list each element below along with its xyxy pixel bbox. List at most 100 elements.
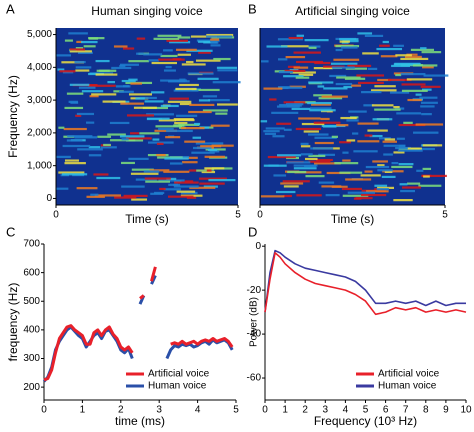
x-tick-label: 6 — [383, 405, 389, 416]
spectrogram-streak — [165, 136, 181, 139]
spectrogram-streak — [271, 111, 299, 114]
spectrogram-streak — [186, 49, 213, 52]
spectrogram-streak — [68, 32, 88, 35]
spectrogram-streak — [144, 177, 171, 180]
spectrogram-streak — [152, 138, 160, 141]
spectrogram-streak — [393, 151, 405, 154]
spectrogram-streak — [177, 36, 191, 39]
spectrogram-streak — [374, 85, 396, 88]
spectrogram-streak — [406, 53, 418, 56]
spectrogram-streak — [335, 82, 353, 86]
spectrogram-streak — [335, 48, 343, 52]
spectrogram-streak — [120, 102, 144, 105]
spectrogram-streak — [212, 81, 241, 84]
y-axis-label: Power (dB) — [249, 297, 260, 347]
spectrogram-streak — [391, 165, 413, 169]
spectrogram-streak — [74, 60, 86, 64]
spectrogram-streak — [74, 136, 98, 139]
spectrogram-streak — [202, 109, 228, 112]
spectrogram-streak — [358, 81, 384, 85]
spectrogram-streak — [128, 93, 152, 96]
spectrogram-streak — [131, 198, 148, 201]
x-tick-label: 5 — [235, 210, 241, 221]
spectrogram-streak — [180, 127, 205, 130]
spectrogram-streak — [119, 65, 126, 68]
spectrogram-streak — [323, 125, 337, 128]
spectrogram-streak — [121, 138, 129, 141]
spectrogram-streak — [173, 185, 199, 188]
spectrogram-streak — [393, 105, 400, 109]
spectrogram-streak — [400, 57, 429, 61]
spectrogram-streak — [379, 44, 390, 47]
spectrogram-streak — [203, 41, 218, 44]
spectrogram-streak — [63, 127, 87, 131]
spectrogram-streak — [173, 124, 185, 127]
spectrogram-streak — [377, 186, 395, 189]
x-axis-label: Time (s) — [331, 212, 375, 226]
spectrogram-streak — [263, 164, 287, 167]
spectrogram-streak — [130, 82, 142, 85]
panel-title: Artificial singing voice — [295, 4, 410, 18]
spectrogram-streak — [69, 48, 86, 51]
spectrogram-streak — [176, 190, 196, 193]
spectrogram-streak — [384, 138, 396, 141]
spectrogram-streak — [89, 95, 99, 98]
panel-title: Human singing voice — [91, 4, 203, 18]
spectrogram-streak — [70, 101, 79, 104]
spectrogram-streak — [360, 174, 381, 177]
spectrogram-streak — [95, 73, 118, 76]
spectrogram-streak — [57, 68, 65, 71]
x-tick-label: 0 — [262, 405, 268, 416]
spectrogram-streak — [67, 135, 93, 138]
spectrogram-streak — [56, 155, 71, 158]
spectrogram-streak — [115, 85, 131, 88]
x-tick-label: 1 — [80, 405, 86, 416]
spectrogram-streak — [151, 91, 165, 94]
x-tick-label: 5 — [233, 405, 239, 416]
panel-label: A — [6, 1, 15, 16]
spectrogram-streak — [296, 60, 324, 64]
spectrogram-streak — [407, 182, 421, 185]
spectrogram-streak — [181, 63, 206, 66]
x-tick-label: 0 — [257, 210, 263, 221]
spectrogram-streak — [293, 51, 321, 54]
spectrogram-streak — [343, 85, 353, 89]
spectrogram-streak — [420, 101, 438, 104]
spectrogram-streak — [194, 122, 201, 126]
spectrogram-streak — [66, 92, 84, 95]
spectrogram-streak — [166, 129, 193, 133]
spectrogram-streak — [371, 89, 397, 92]
spectrogram-streak — [174, 181, 199, 184]
series-line — [264, 252, 467, 316]
spectrogram-streak — [75, 47, 84, 50]
spectrogram-streak — [192, 146, 212, 150]
spectrogram-streak — [179, 102, 192, 106]
spectrogram-streak — [341, 187, 362, 191]
spectrogram-streak — [376, 47, 403, 51]
spectrogram-streak — [317, 85, 325, 88]
spectrogram-streak — [316, 158, 333, 162]
spectrogram-streak — [97, 135, 112, 138]
spectrogram-streak — [283, 185, 299, 188]
spectrogram-streak — [102, 100, 126, 103]
spectrogram-streak — [286, 161, 311, 164]
spectrogram-streak — [339, 40, 350, 43]
spectrogram-streak — [56, 54, 71, 57]
spectrogram-streak — [395, 73, 402, 77]
spectrogram-streak — [91, 93, 117, 96]
spectrogram-streak — [318, 181, 335, 184]
spectrogram-streak — [357, 122, 379, 125]
x-tick-label: 0 — [53, 210, 59, 221]
spectrogram-streak — [421, 113, 432, 116]
spectrogram-streak — [393, 63, 422, 66]
spectrogram-streak — [372, 118, 393, 121]
x-axis-label: time (ms) — [115, 414, 165, 428]
spectrogram-streak — [415, 123, 444, 126]
spectrogram-streak — [364, 170, 373, 173]
spectrogram-streak — [56, 187, 69, 190]
spectrogram-streak — [210, 38, 220, 41]
spectrogram-streak — [158, 127, 174, 131]
spectrogram-streak — [76, 187, 98, 190]
spectrogram-streak — [313, 67, 333, 70]
spectrogram-streak — [389, 91, 410, 94]
